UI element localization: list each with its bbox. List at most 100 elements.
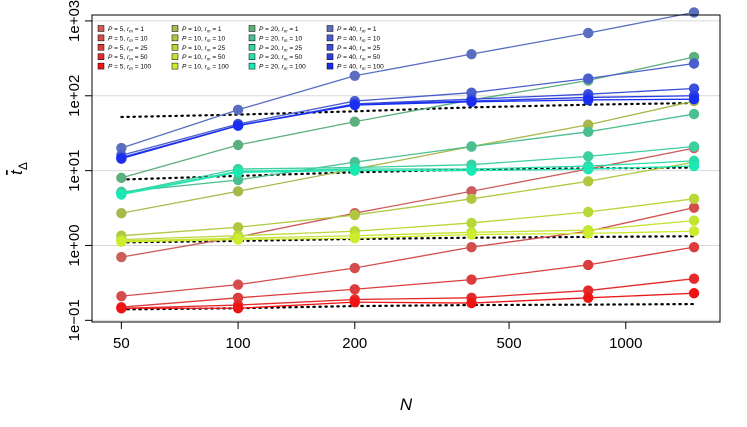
y-axis: 1e−01 1e+00 1e+01 1e+02 1e+03 [66,0,92,341]
data-point [349,99,360,111]
legend-swatch [326,44,334,51]
legend: P = 5, rm = 1P = 5, rm = 10 P = 5, rm = 2… [97,25,384,72]
data-point [116,303,127,314]
series-line [121,145,695,194]
data-point [688,202,700,213]
legend-label: P = 40, rm = 25 [337,45,381,53]
reference-line [120,101,696,119]
data-point [688,94,700,105]
data-point [466,186,477,197]
series-line [121,160,695,195]
data-point [466,141,477,152]
data-point [688,193,700,205]
legend-swatch [171,53,179,60]
y-tick-label: 1e+02 [66,75,83,117]
data-point [232,234,244,245]
series-line [121,87,695,159]
series-line [121,198,695,241]
legend-item: P = 40, rm = 10 [326,34,381,43]
data-point [349,209,360,221]
data-point [349,284,360,295]
legend-item: P = 20, rm = 50 [248,53,303,62]
legend-label: P = 10, rm = 25 [182,45,226,53]
legend-swatch [171,44,179,51]
series-line [121,230,695,243]
legend-item: P = 10, rm = 1 [171,25,222,34]
data-point [116,236,127,247]
data-point [583,176,594,187]
x-tick-label: 200 [342,335,367,352]
series-line [121,219,695,242]
series-line [121,113,695,193]
y-tick-label: 1e+00 [66,224,83,266]
data-point [583,151,594,162]
legend-swatch [326,34,334,42]
data-point [583,94,594,106]
data-point [688,7,700,18]
data-point [688,215,700,226]
data-point [688,288,700,299]
data-point [583,126,594,138]
y-tick-label: 1e−01 [66,299,83,341]
y-axis-label-group: tΔ [7,162,30,175]
legend-swatch [171,25,179,32]
data-point [583,285,594,296]
data-point [232,167,244,178]
data-point [116,153,127,164]
legend-swatch [326,53,334,60]
data-point [116,142,127,154]
series-line [121,292,695,309]
data-point [688,141,700,152]
data-point [349,165,360,176]
reference-line [120,235,696,244]
data-point [583,163,594,175]
data-point [116,189,127,200]
legend-label: P = 40, rm = 50 [337,54,381,62]
data-point [688,58,700,69]
legend-label: P = 10, rm = 1 [182,26,222,34]
legend-label: P = 5, rm = 10 [108,35,148,43]
data-point [232,222,244,233]
legend-label: P = 40, rm = 100 [337,64,384,72]
legend-label: P = 40, rm = 10 [337,35,381,43]
legend-label: P = 20, rm = 25 [259,45,303,53]
legend-swatch [248,34,256,42]
series-line [121,100,695,214]
legend-item: P = 20, rm = 100 [248,62,306,71]
data-point [583,73,594,84]
legend-label: P = 20, rm = 10 [259,35,303,43]
series-line [121,207,695,297]
x-tick-label: 100 [226,335,251,352]
legend-label: P = 10, rm = 10 [182,35,226,43]
x-axis: 50 100 200 500 1000 [113,322,642,352]
legend-label: P = 5, rm = 50 [108,54,148,62]
x-tick-label: 500 [497,335,522,352]
series-line [121,98,695,160]
data-point [232,139,244,151]
legend-swatch [171,62,179,70]
legend-swatch [97,25,105,32]
legend-item: P = 20, rm = 1 [248,25,299,34]
data-point [688,226,700,237]
data-point [116,207,127,219]
series-line [121,161,695,237]
data-point [583,228,594,239]
legend-label: P = 20, rm = 1 [259,26,299,34]
legend-swatch [248,62,256,70]
data-point [466,165,477,176]
data-point [583,292,594,304]
legend-item: P = 40, rm = 50 [326,53,381,62]
data-point [349,296,360,308]
legend-label: P = 5, rm = 100 [108,64,152,72]
series-line [121,62,695,156]
legend-swatch [248,25,256,32]
legend-swatch [326,25,334,32]
data-point [232,279,244,290]
data-point [466,193,477,205]
legend-item: P = 5, rm = 100 [97,62,152,72]
legend-label: P = 20, rm = 50 [259,54,303,62]
legend-item: P = 5, rm = 10 [97,34,148,43]
legend-label: P = 10, rm = 50 [182,54,226,62]
data-point [349,70,360,81]
